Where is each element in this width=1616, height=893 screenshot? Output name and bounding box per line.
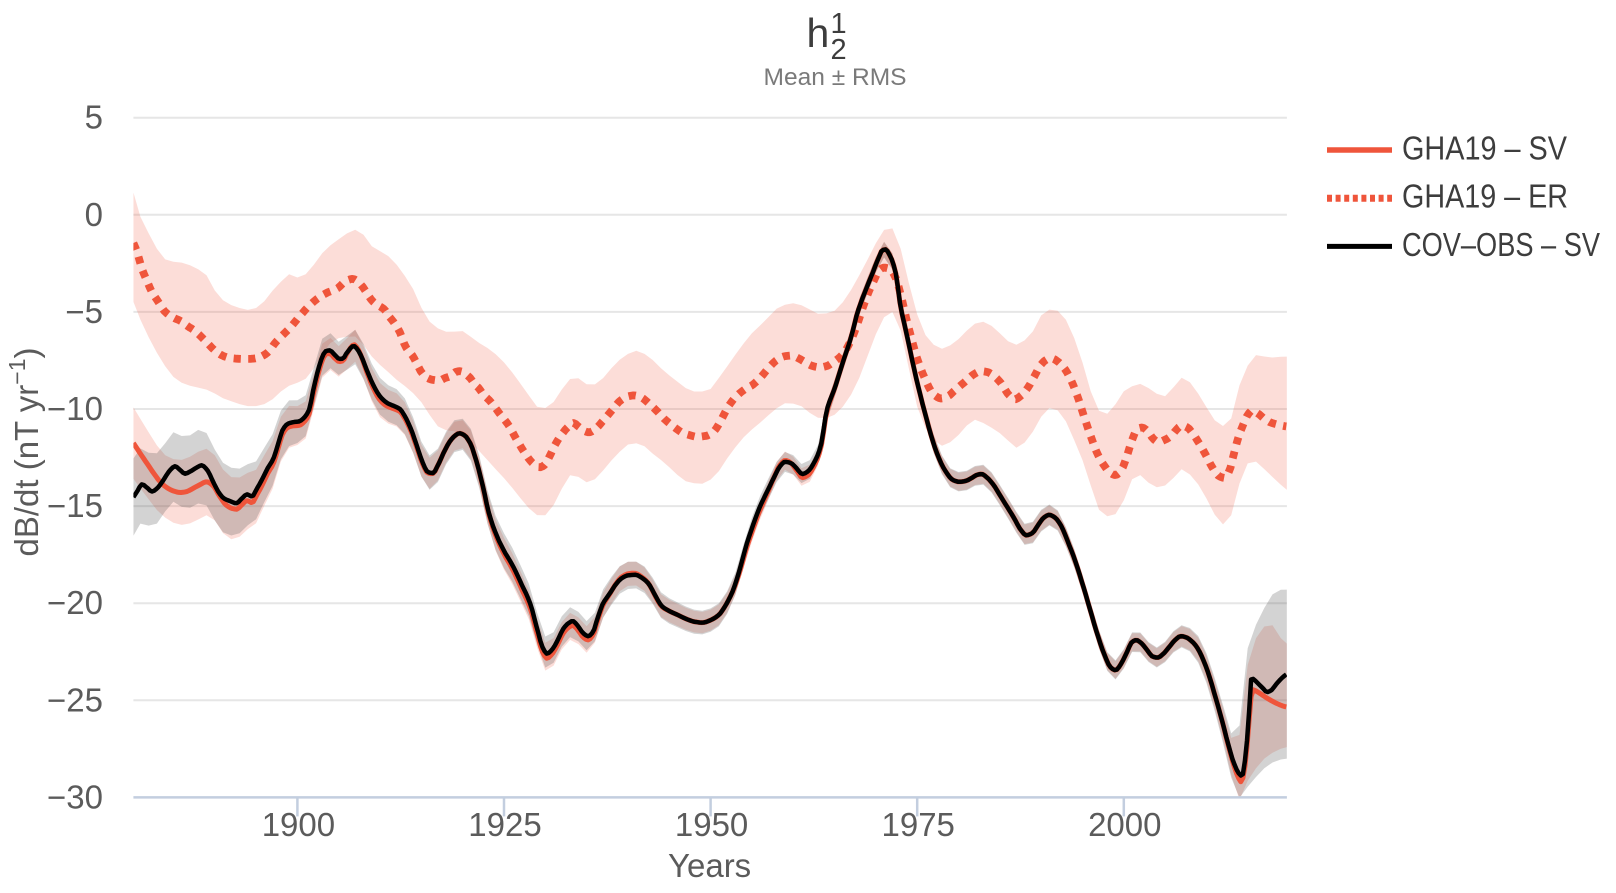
svg-text:GHA19 – ER: GHA19 – ER [1402, 178, 1568, 215]
svg-text:h: h [807, 10, 830, 56]
svg-text:1925: 1925 [468, 806, 541, 843]
svg-text:0: 0 [85, 196, 103, 233]
svg-text:1950: 1950 [675, 806, 748, 843]
svg-text:1: 1 [831, 8, 847, 40]
svg-text:2000: 2000 [1088, 806, 1161, 843]
svg-text:−15: −15 [47, 487, 103, 524]
svg-text:2: 2 [831, 34, 847, 66]
svg-text:Mean ± RMS: Mean ± RMS [764, 64, 907, 91]
svg-text:−30: −30 [47, 778, 103, 815]
svg-text:1900: 1900 [262, 806, 335, 843]
svg-text:dB/dt (nT yr−1): dB/dt (nT yr−1) [4, 347, 45, 556]
svg-text:−10: −10 [47, 390, 103, 427]
svg-text:−25: −25 [47, 681, 103, 718]
svg-text:−5: −5 [65, 293, 103, 330]
svg-text:GHA19 – SV: GHA19 – SV [1402, 129, 1567, 166]
svg-text:5: 5 [85, 99, 103, 136]
svg-text:Years: Years [668, 847, 751, 884]
svg-text:1975: 1975 [881, 806, 954, 843]
svg-text:−20: −20 [47, 584, 103, 621]
svg-text:COV–OBS – SV: COV–OBS – SV [1402, 226, 1600, 263]
